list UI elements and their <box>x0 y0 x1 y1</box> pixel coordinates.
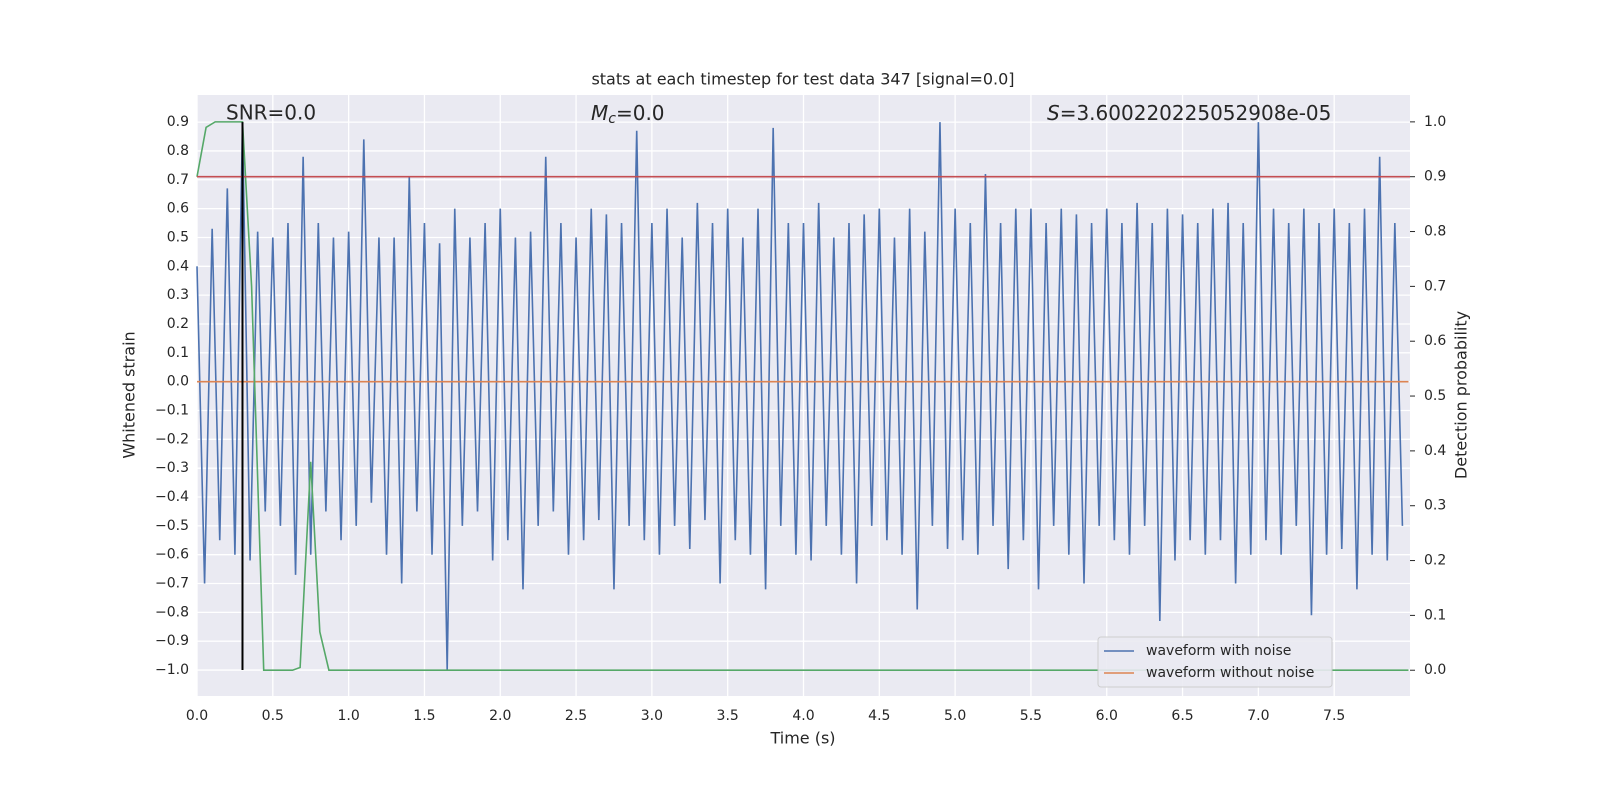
legend-box <box>1097 636 1333 688</box>
x-tick-label: 1.5 <box>413 708 435 724</box>
x-tick-label: 1.0 <box>337 708 359 724</box>
y-tick-label: 0.2 <box>167 316 189 332</box>
annotation-subscript: c <box>608 111 616 127</box>
annotation-text: =3.600220225052908e-05 <box>1060 101 1332 125</box>
legend-label: waveform with noise <box>1146 643 1291 659</box>
x-tick-label: 2.0 <box>489 708 511 724</box>
legend: waveform with noise waveform without nois… <box>1097 636 1333 688</box>
x-axis-label: Time (s) <box>769 729 835 748</box>
y2-tick-label: 0.1 <box>1424 607 1446 623</box>
y2-tick-label: 1.0 <box>1424 114 1446 130</box>
series-line <box>196 121 1409 672</box>
x-tick-label: 3.0 <box>641 708 663 724</box>
y2-tick-label: 0.5 <box>1424 388 1446 404</box>
marks <box>196 121 1410 672</box>
x-tick-label: 6.0 <box>1096 708 1118 724</box>
y-tick-label: 0.5 <box>167 229 189 245</box>
x-tick-label: 7.0 <box>1247 708 1269 724</box>
y-tick-label: −0.1 <box>155 402 189 418</box>
x-tick-label: 2.5 <box>565 708 587 724</box>
y2-tick-label: 0.2 <box>1424 553 1446 569</box>
annotation: S=3.600220225052908e-05 <box>1047 101 1331 125</box>
y-tick-label: −0.2 <box>155 431 189 447</box>
y-tick-label: −0.8 <box>155 604 189 620</box>
y2-tick-label: 0.3 <box>1424 498 1446 514</box>
y2-tick-label: 0.0 <box>1424 662 1446 678</box>
chart-title: stats at each timestep for test data 347… <box>591 70 1014 89</box>
y-tick-label: 0.6 <box>167 201 189 217</box>
x-tick-label: 5.5 <box>1020 708 1042 724</box>
y-tick-label: 0.3 <box>167 287 189 303</box>
y2-tick-label: 0.9 <box>1424 169 1446 185</box>
y-tick-label: −0.5 <box>155 518 189 534</box>
y-axis-label: Whitened strain <box>120 331 139 458</box>
series-line <box>196 122 1404 671</box>
y-tick-label: −0.3 <box>155 460 189 476</box>
x-tick-label: 0.5 <box>262 708 284 724</box>
x-tick-label: 7.5 <box>1323 708 1345 724</box>
y-tick-label: −0.6 <box>155 547 189 563</box>
y-tick-label: −0.4 <box>155 489 189 505</box>
y2-tick-label: 0.7 <box>1424 278 1446 294</box>
x-tick-label: 5.0 <box>944 708 966 724</box>
y2-tick-label: 0.6 <box>1424 333 1446 349</box>
x-tick-label: 6.5 <box>1171 708 1193 724</box>
y-tick-label: −0.9 <box>155 633 189 649</box>
y-tick-label: −0.7 <box>155 576 189 592</box>
y-tick-label: 0.7 <box>167 172 189 188</box>
annotation: Mc=0.0 <box>591 101 665 128</box>
y2-tick-label: 0.8 <box>1424 224 1446 240</box>
annotation-symbol: S <box>1047 101 1060 125</box>
x-tick-label: 0.0 <box>186 708 208 724</box>
x-tick-label: 4.0 <box>792 708 814 724</box>
y-tick-label: 0.1 <box>167 345 189 361</box>
legend-label: waveform without noise <box>1146 665 1314 681</box>
annotation-text: =0.0 <box>616 101 665 125</box>
y-tick-label: 0.0 <box>167 374 189 390</box>
y2-axis-label: Detection probability <box>1452 311 1471 479</box>
y-tick-label: 0.4 <box>167 258 189 274</box>
annotation-symbol: M <box>591 101 608 125</box>
x-tick-label: 4.5 <box>868 708 890 724</box>
x-tick-label: 3.5 <box>717 708 739 724</box>
y2-tick-label: 0.4 <box>1424 443 1446 459</box>
y-tick-label: 0.9 <box>167 114 189 130</box>
y-tick-label: 0.8 <box>167 143 189 159</box>
annotation: SNR=0.0 <box>226 101 316 125</box>
y-tick-label: −1.0 <box>155 662 189 678</box>
